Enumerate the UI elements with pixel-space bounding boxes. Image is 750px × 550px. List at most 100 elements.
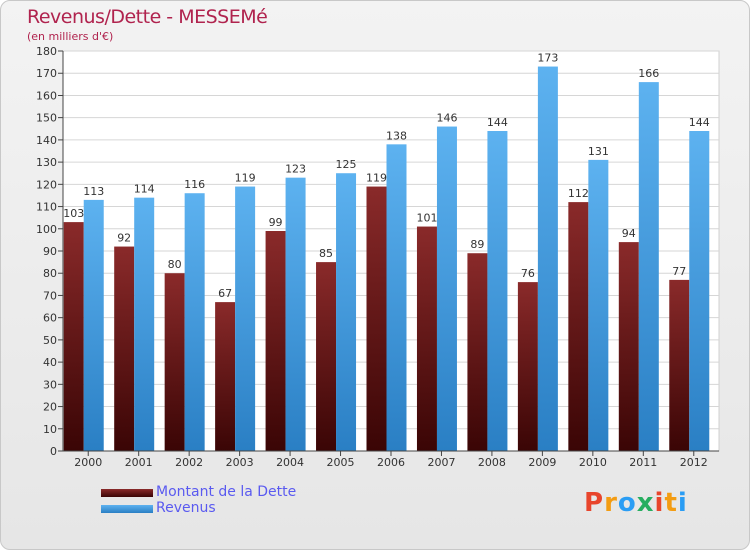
logo-letter: x: [636, 488, 655, 518]
logo-letter: i: [654, 488, 665, 518]
data-label-debt-2001: 92: [117, 232, 131, 245]
bar-debt-2006: [366, 186, 387, 452]
bar-debt-2007: [416, 226, 437, 451]
data-label-revenus-2009: 173: [537, 52, 558, 65]
data-label-debt-2007: 101: [416, 212, 437, 225]
bar-debt-2011: [618, 242, 639, 451]
y-tick-label-130: 130: [36, 156, 57, 169]
y-tick-label-30: 30: [43, 378, 57, 391]
legend-item-revenus: Revenus: [101, 500, 401, 518]
y-tick-label-150: 150: [36, 112, 57, 125]
data-label-revenus-2006: 138: [386, 129, 407, 142]
y-tick-label-90: 90: [43, 245, 57, 258]
bar-revenus-2001: [134, 197, 155, 451]
y-tick-label-110: 110: [36, 201, 57, 214]
x-tick-label-2012: 2012: [680, 456, 708, 469]
x-tick-label-2007: 2007: [427, 456, 455, 469]
bar-revenus-2010: [588, 159, 609, 451]
bar-revenus-2003: [235, 186, 256, 452]
bar-debt-2012: [669, 279, 690, 451]
bar-debt-2002: [164, 273, 185, 451]
bar-debt-2000: [63, 222, 84, 451]
y-tick-label-180: 180: [36, 45, 57, 58]
data-label-revenus-2010: 131: [588, 145, 609, 158]
logo-letter: P: [584, 488, 605, 518]
data-label-revenus-2003: 119: [235, 172, 256, 185]
y-tick-label-160: 160: [36, 89, 57, 102]
y-tick-label-100: 100: [36, 223, 57, 236]
data-label-revenus-2008: 144: [487, 116, 508, 129]
data-label-revenus-2012: 144: [689, 116, 710, 129]
bar-revenus-2000: [83, 199, 104, 451]
bar-revenus-2007: [436, 126, 457, 452]
data-label-debt-2011: 94: [622, 227, 636, 240]
bar-revenus-2006: [386, 144, 407, 452]
data-label-debt-2009: 76: [521, 267, 535, 280]
logo-letter: t: [664, 488, 678, 518]
data-label-debt-2012: 77: [672, 265, 686, 278]
legend: Montant de la Dette Revenus: [101, 484, 401, 518]
y-tick-label-140: 140: [36, 134, 57, 147]
bar-debt-2004: [265, 231, 286, 451]
legend-label-debt: Montant de la Dette: [156, 484, 297, 500]
data-label-revenus-2004: 123: [285, 163, 306, 176]
x-tick-label-2010: 2010: [579, 456, 607, 469]
data-label-revenus-2001: 114: [134, 183, 155, 196]
bar-debt-2003: [215, 302, 236, 451]
x-tick-label-2009: 2009: [528, 456, 556, 469]
x-tick-label-2000: 2000: [74, 456, 102, 469]
y-tick-label-170: 170: [36, 67, 57, 80]
y-tick-label-60: 60: [43, 312, 57, 325]
data-label-debt-2005: 85: [319, 247, 333, 260]
bar-revenus-2012: [689, 131, 710, 451]
bar-debt-2001: [114, 246, 135, 451]
data-label-debt-2000: 103: [63, 207, 84, 220]
bar-revenus-2005: [336, 173, 357, 451]
x-tick-label-2004: 2004: [276, 456, 304, 469]
y-tick-label-40: 40: [43, 356, 57, 369]
logo-letter: r: [604, 488, 618, 518]
x-tick-label-2005: 2005: [327, 456, 355, 469]
data-label-revenus-2000: 113: [83, 185, 104, 198]
bar-revenus-2009: [537, 66, 558, 452]
bar-debt-2009: [517, 282, 538, 451]
bar-revenus-2004: [285, 177, 306, 451]
data-label-debt-2004: 99: [269, 216, 283, 229]
y-tick-label-70: 70: [43, 289, 57, 302]
data-label-debt-2008: 89: [470, 238, 484, 251]
bar-debt-2005: [316, 262, 337, 451]
x-tick-label-2008: 2008: [478, 456, 506, 469]
logo-letter: i: [677, 488, 688, 518]
data-label-debt-2003: 67: [218, 287, 232, 300]
legend-item-debt: Montant de la Dette: [101, 484, 401, 502]
y-tick-label-20: 20: [43, 401, 57, 414]
chart-subtitle: (en milliers d'€): [27, 30, 114, 43]
x-tick-label-2006: 2006: [377, 456, 405, 469]
data-label-revenus-2011: 166: [638, 67, 659, 80]
y-tick-label-80: 80: [43, 267, 57, 280]
x-tick-label-2003: 2003: [226, 456, 254, 469]
data-label-revenus-2002: 116: [184, 178, 205, 191]
bar-revenus-2008: [487, 131, 508, 451]
data-label-debt-2006: 119: [366, 172, 387, 185]
logo-letter: o: [617, 488, 637, 518]
x-tick-label-2001: 2001: [125, 456, 153, 469]
bar-debt-2008: [467, 253, 488, 451]
y-tick-label-0: 0: [50, 445, 57, 458]
chart-title: Revenus/Dette - MESSEMé: [27, 6, 268, 28]
y-tick-label-10: 10: [43, 423, 57, 436]
legend-swatch-revenus: [101, 505, 153, 513]
legend-swatch-debt: [101, 489, 153, 497]
bar-revenus-2002: [184, 193, 205, 451]
y-tick-label-50: 50: [43, 334, 57, 347]
data-label-debt-2002: 80: [168, 258, 182, 271]
data-label-debt-2010: 112: [568, 187, 589, 200]
bar-revenus-2011: [638, 82, 659, 451]
y-tick-label-120: 120: [36, 178, 57, 191]
x-tick-label-2002: 2002: [175, 456, 203, 469]
bar-debt-2010: [568, 202, 589, 451]
data-label-revenus-2007: 146: [436, 112, 457, 125]
data-label-revenus-2005: 125: [336, 158, 357, 171]
